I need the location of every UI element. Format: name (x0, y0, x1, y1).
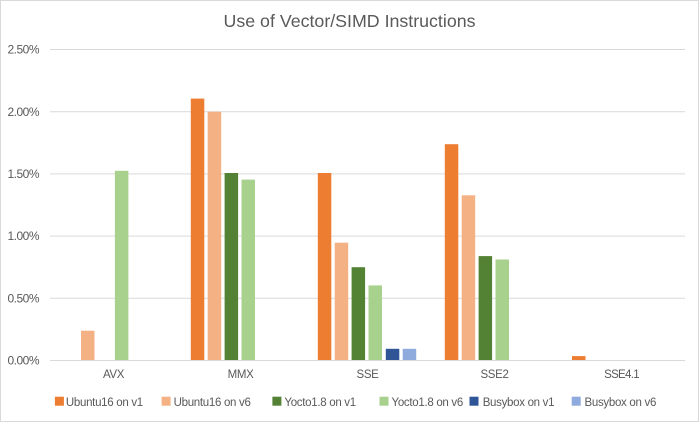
svg-text:1.00%: 1.00% (7, 229, 39, 243)
svg-text:Ubuntu16 on v6: Ubuntu16 on v6 (174, 397, 251, 409)
svg-text:SSE: SSE (357, 369, 380, 381)
svg-text:Yocto1.8 on v1: Yocto1.8 on v1 (284, 397, 355, 409)
svg-text:SSE2: SSE2 (480, 369, 508, 381)
svg-text:Ubuntu16 on v1: Ubuntu16 on v1 (66, 397, 143, 409)
svg-text:Busybox on v1: Busybox on v1 (483, 397, 555, 409)
svg-text:2.00%: 2.00% (7, 105, 39, 119)
svg-text:0.50%: 0.50% (7, 291, 39, 305)
svg-text:Yocto1.8 on v6: Yocto1.8 on v6 (392, 397, 463, 409)
svg-text:2.50%: 2.50% (7, 43, 39, 57)
svg-text:1.50%: 1.50% (7, 167, 39, 181)
svg-text:Use of Vector/SIMD Instruction: Use of Vector/SIMD Instructions (224, 11, 476, 31)
svg-text:AVX: AVX (103, 369, 125, 381)
svg-text:0.00%: 0.00% (7, 354, 39, 368)
svg-text:Busybox on v6: Busybox on v6 (585, 397, 657, 409)
svg-text:SSE4.1: SSE4.1 (604, 369, 639, 381)
svg-text:MMX: MMX (228, 369, 254, 381)
